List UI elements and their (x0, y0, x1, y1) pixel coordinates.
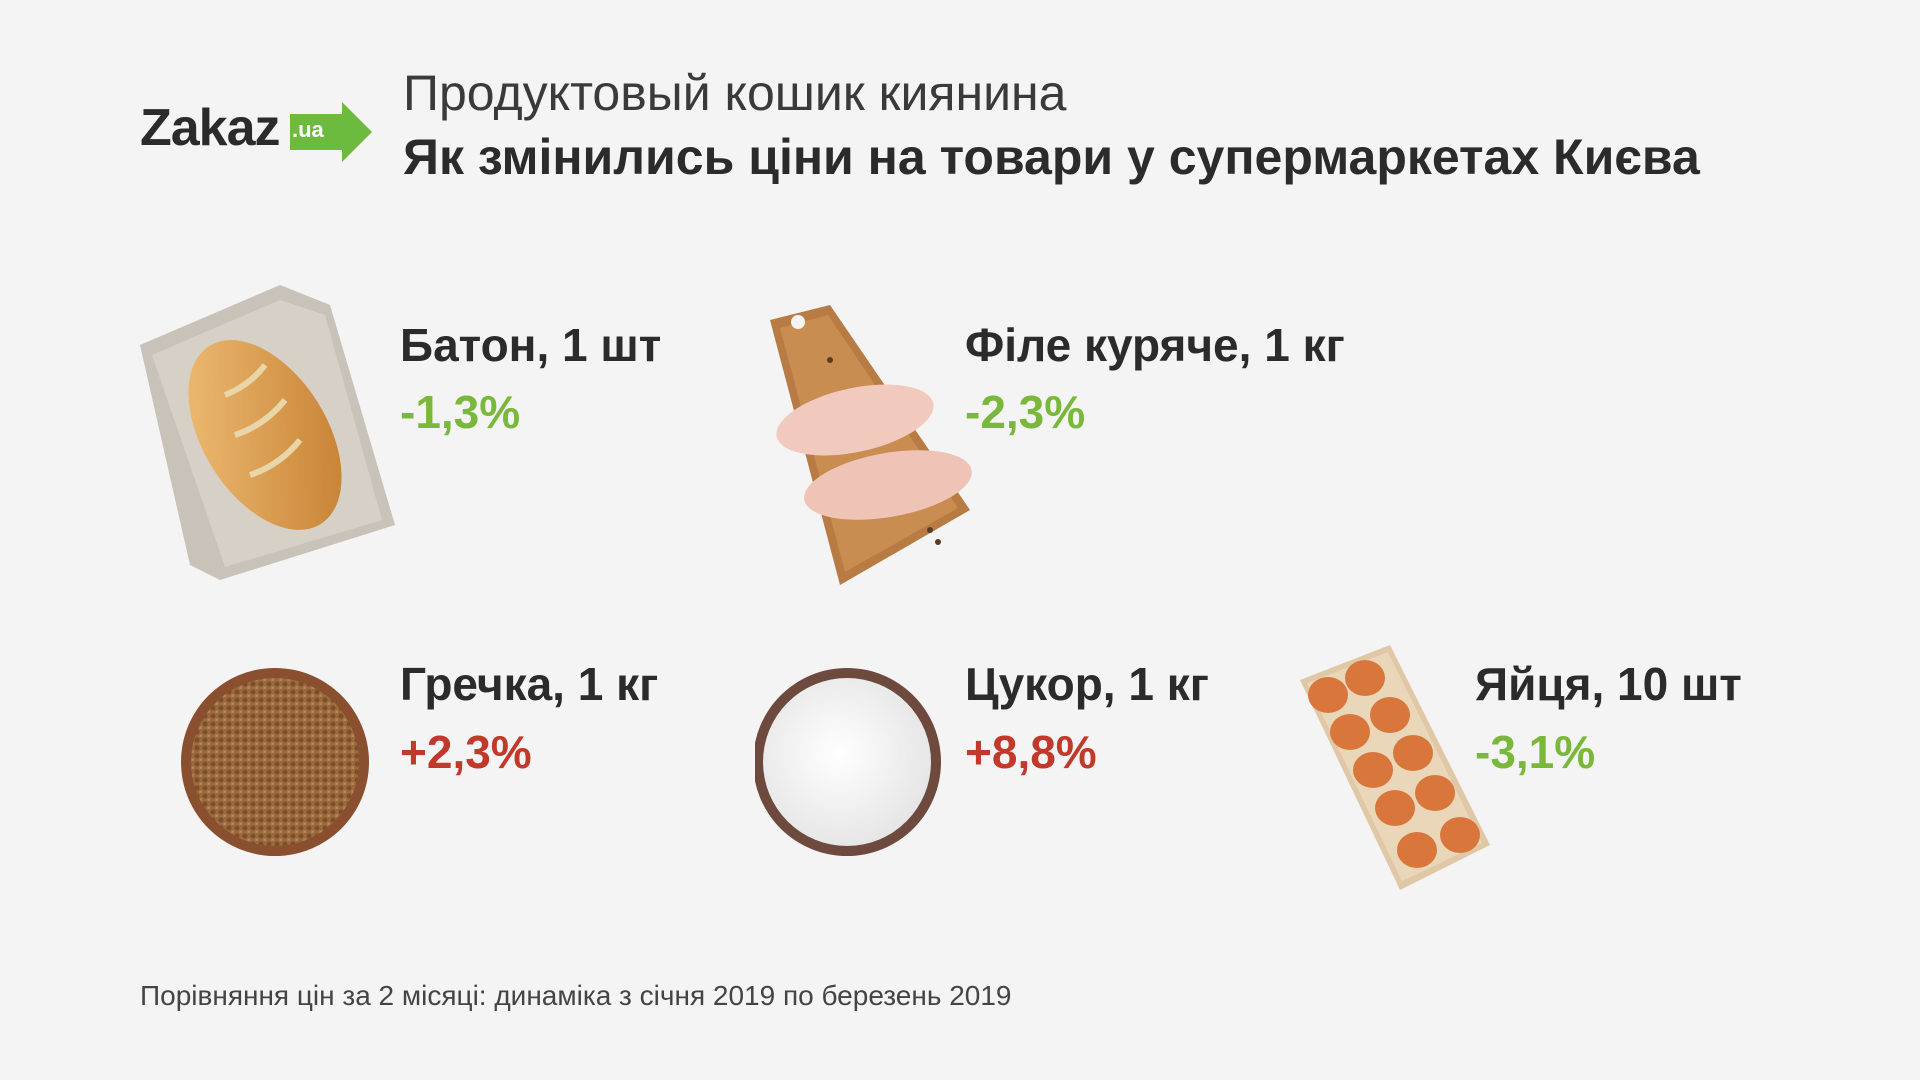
item-change-sugar: +8,8% (965, 726, 1097, 778)
zakaz-logo: Zakaz .ua (140, 96, 372, 162)
header-subtitle: Продуктовый кошик киянина (403, 65, 1067, 121)
item-change-buckwheat: +2,3% (400, 726, 532, 778)
footer-note: Порівняння цін за 2 місяці: динаміка з с… (140, 980, 1012, 1011)
item-change-eggs: -3,1% (1475, 726, 1596, 778)
item-change-bread: -1,3% (400, 386, 521, 438)
logo-badge-icon (290, 102, 372, 162)
item-name-bread: Батон, 1 шт (400, 319, 662, 371)
logo-text: Zakaz (140, 99, 281, 157)
item-name-buckwheat: Гречка, 1 кг (400, 658, 659, 710)
item-change-chicken: -2,3% (965, 386, 1086, 438)
item-name-eggs: Яйця, 10 шт (1475, 658, 1742, 710)
item-name-sugar: Цукор, 1 кг (965, 658, 1209, 710)
buckwheat-bowl-image (181, 668, 369, 856)
page-title: Як змінились ціни на товари у супермарке… (403, 129, 1700, 185)
logo-domain: .ua (292, 117, 324, 142)
bread-image (140, 285, 395, 580)
sugar-bowl-image (755, 668, 941, 856)
chicken-fillet-image (770, 305, 972, 585)
eggs-carton-image (1300, 645, 1490, 890)
item-name-chicken: Філе куряче, 1 кг (965, 319, 1345, 371)
